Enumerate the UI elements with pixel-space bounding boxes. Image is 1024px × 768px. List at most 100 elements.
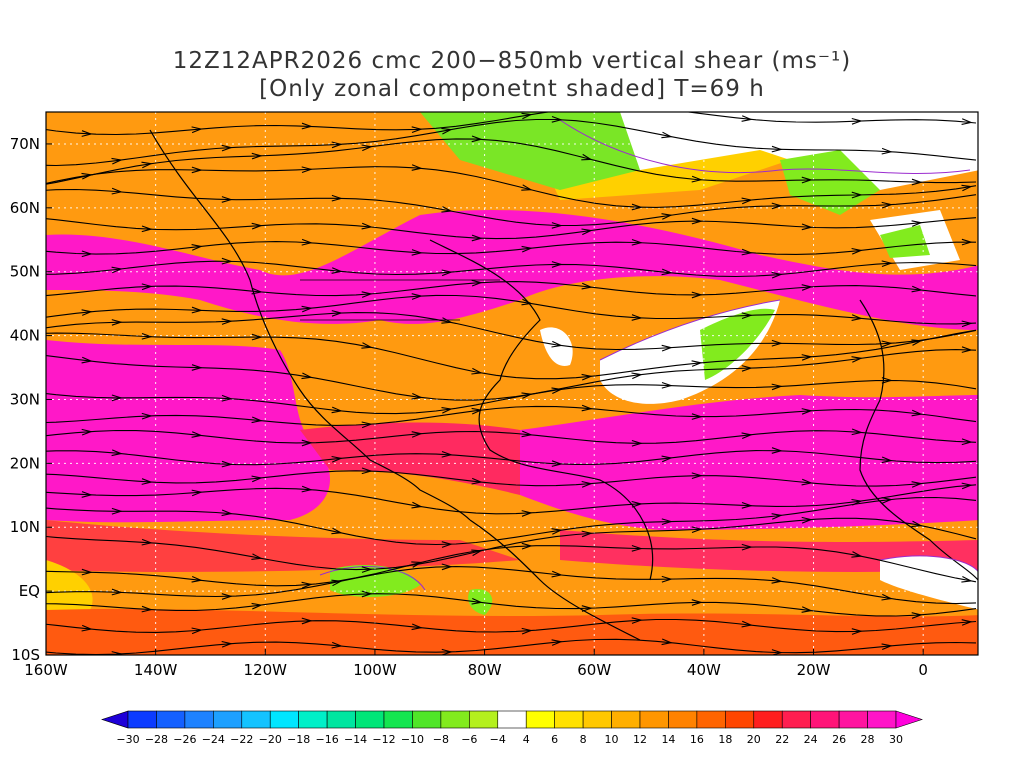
streamline — [46, 281, 977, 297]
streamline-arrow — [741, 432, 753, 440]
streamline-arrow — [141, 332, 153, 340]
streamline — [46, 312, 977, 351]
gridlines — [46, 112, 978, 655]
streamline-arrow — [961, 238, 973, 246]
streamline-arrow — [551, 639, 563, 646]
colorbar-swatch — [668, 710, 698, 729]
streamline-arrow — [331, 641, 343, 649]
streamline — [46, 517, 977, 571]
streamline-arrow — [851, 191, 863, 199]
lat-tick-label: 30N — [10, 390, 40, 408]
streamline — [46, 349, 977, 401]
colorbar-label: −14 — [344, 733, 367, 746]
streamline-arrow — [251, 602, 263, 610]
streamline-arrow — [331, 406, 343, 414]
colorbar-swatch — [753, 710, 783, 729]
streamline-arrow — [521, 510, 533, 517]
streamline-arrow — [111, 588, 123, 596]
streamline-arrow — [471, 135, 483, 143]
streamline-arrow — [251, 553, 263, 560]
streamline-arrow — [691, 413, 703, 420]
streamline-arrow — [801, 408, 813, 415]
streamline-arrow — [631, 544, 643, 552]
streamline-arrow — [631, 238, 643, 246]
streamline-arrow — [741, 501, 753, 509]
colorbar-swatch — [213, 710, 243, 729]
chart-title-line2: [Only zonal componetnt shaded] T=69 h — [259, 76, 765, 102]
streamline-arrow — [661, 518, 673, 526]
colorbar-swatch — [725, 710, 755, 729]
streamline-arrow — [741, 543, 753, 551]
streamline-arrow — [111, 394, 123, 402]
streamline-arrow — [581, 228, 593, 236]
streamline-arrow — [741, 365, 753, 372]
streamline-arrow — [741, 248, 753, 256]
streamline-arrow — [141, 412, 153, 420]
streamline-arrow — [361, 342, 373, 349]
streamline-arrow — [961, 482, 973, 490]
streamline-arrow — [471, 407, 483, 415]
streamline-arrow — [661, 381, 673, 389]
streamline-arrow — [631, 439, 643, 447]
streamline — [46, 188, 977, 227]
colorbar-swatch — [269, 710, 299, 729]
streamline-arrow — [581, 404, 593, 412]
streamline-arrow — [81, 568, 93, 576]
streamline-arrow — [411, 501, 423, 509]
streamline-arrow — [801, 606, 813, 613]
streamline-arrow — [881, 643, 893, 651]
colorbar-label: −18 — [287, 733, 310, 746]
streamline-arrow — [221, 196, 233, 203]
streamline-arrow — [581, 282, 593, 290]
streamline-arrow — [331, 455, 343, 463]
streamline-arrow — [441, 407, 453, 414]
streamline-arrow — [911, 520, 923, 528]
streamline-arrow — [251, 152, 263, 160]
streamline-arrow — [221, 509, 233, 517]
streamline — [46, 496, 977, 546]
streamline-arrow — [911, 339, 923, 346]
streamline-arrow — [111, 319, 123, 326]
streamline-arrow — [851, 356, 863, 363]
streamline-arrow — [301, 372, 313, 380]
streamline-arrow — [221, 257, 233, 265]
streamline-arrow — [771, 447, 783, 454]
streamline-arrow — [771, 271, 783, 279]
streamline-arrow — [741, 197, 753, 205]
streamline-arrow — [691, 291, 703, 299]
colorbar-label: 16 — [690, 733, 704, 746]
streamline-arrow — [661, 131, 673, 139]
lat-tick-label: 10S — [11, 646, 40, 664]
streamline-arrow — [851, 247, 863, 255]
lat-tick-label: EQ — [19, 582, 40, 600]
streamline-arrow — [411, 393, 423, 400]
streamline — [46, 618, 977, 633]
streamline-arrow — [521, 430, 533, 438]
colorbar-swatch — [156, 710, 186, 729]
streamline-arrow — [111, 157, 123, 165]
colorbar-label: −4 — [490, 733, 506, 746]
streamline-arrow — [521, 112, 533, 120]
lon-tick-label: 100W — [353, 661, 397, 679]
streamline-arrow — [661, 455, 673, 463]
lon-tick-label: 60W — [577, 661, 611, 679]
streamlines — [46, 104, 977, 655]
streamline-arrow — [301, 617, 313, 625]
shading-ne-green — [880, 225, 930, 258]
streamline-arrow — [632, 104, 641, 110]
streamline-arrow — [441, 206, 453, 213]
streamline-arrow — [411, 164, 423, 171]
streamline-arrow — [691, 526, 703, 534]
lon-tick-label: 140W — [134, 661, 178, 679]
streamline-arrow — [631, 314, 643, 321]
lat-tick-label: 10N — [10, 518, 40, 536]
streamline-arrow — [851, 628, 863, 635]
streamline-arrow — [741, 115, 753, 122]
streamline-arrow — [881, 456, 893, 464]
streamline-arrow — [251, 475, 263, 483]
streamline-arrow — [801, 354, 813, 361]
shading-se-white — [880, 555, 978, 610]
streamline-arrow — [961, 576, 973, 583]
colorbar-swatch — [696, 710, 726, 729]
colorbar-label: −22 — [230, 733, 253, 746]
